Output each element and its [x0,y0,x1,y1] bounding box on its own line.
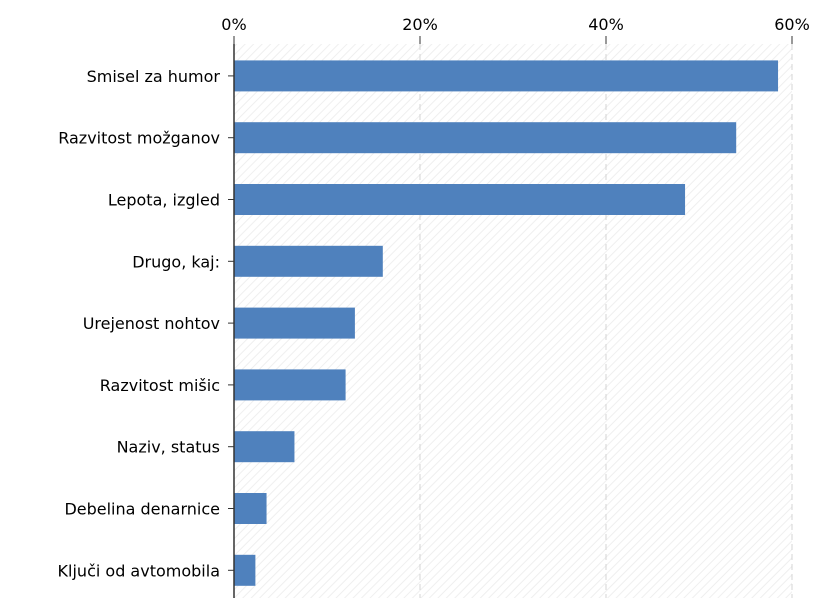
category-label: Debelina denarnice [64,500,220,519]
category-label: Razvitost možganov [58,129,220,148]
bar [234,431,295,463]
category-label: Drugo, kaj: [132,252,220,271]
bar [234,184,686,215]
bar [234,122,737,154]
category-label: Razvitost mišic [100,376,220,395]
bar [234,307,355,339]
category-label: Urejenost nohtov [83,314,220,333]
bar [234,245,383,277]
category-label: Lepota, izgled [108,191,220,210]
x-tick-label: 0% [221,15,246,34]
x-tick-label: 60% [774,15,810,34]
category-label: Smisel za humor [87,67,221,86]
bar [234,554,256,586]
bar [234,369,346,401]
category-label: Ključi od avtomobila [58,561,220,580]
category-label: Naziv, status [117,438,220,457]
bar [234,60,779,92]
x-tick-label: 20% [402,15,438,34]
y-axis-labels: Smisel za humor Razvitost možganov Lepota,… [58,67,234,580]
x-axis-ticks: 0% 20% 40% 60% [221,15,810,44]
x-tick-label: 40% [588,15,624,34]
bar [234,493,267,524]
bars [234,60,779,586]
